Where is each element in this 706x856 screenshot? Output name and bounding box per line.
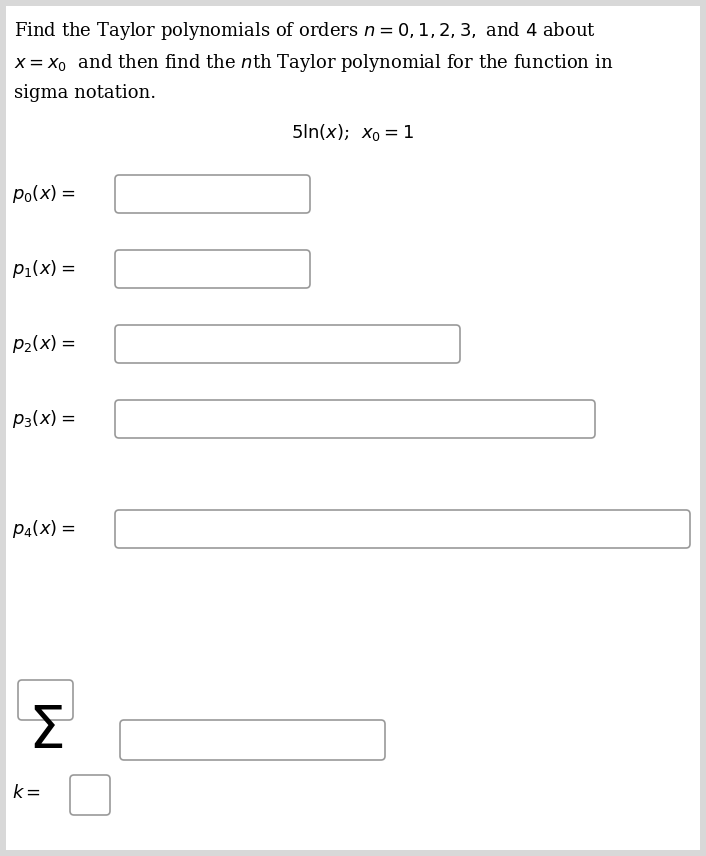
Text: $p_2(x) =$: $p_2(x) =$ [12,333,76,355]
Text: Find the Taylor polynomials of orders $n = 0, 1, 2, 3,$ and $4$ about: Find the Taylor polynomials of orders $n… [14,20,596,42]
Text: $p_0(x) =$: $p_0(x) =$ [12,183,76,205]
Text: $p_3(x) =$: $p_3(x) =$ [12,408,76,430]
Text: $p_4(x) =$: $p_4(x) =$ [12,518,76,540]
FancyBboxPatch shape [115,250,310,288]
Text: $k =$: $k =$ [12,784,41,802]
Text: sigma notation.: sigma notation. [14,84,156,102]
FancyBboxPatch shape [115,510,690,548]
FancyBboxPatch shape [6,6,700,850]
FancyBboxPatch shape [115,175,310,213]
Text: $5 \ln(x)$;  $x_0 = 1$: $5 \ln(x)$; $x_0 = 1$ [292,122,414,143]
Text: $\Sigma$: $\Sigma$ [28,704,63,760]
FancyBboxPatch shape [70,775,110,815]
FancyBboxPatch shape [120,720,385,760]
Text: $p_1(x) =$: $p_1(x) =$ [12,258,76,280]
Text: $x = x_0$  and then find the $n$th Taylor polynomial for the function in: $x = x_0$ and then find the $n$th Taylor… [14,52,614,74]
FancyBboxPatch shape [115,325,460,363]
FancyBboxPatch shape [18,680,73,720]
FancyBboxPatch shape [115,400,595,438]
